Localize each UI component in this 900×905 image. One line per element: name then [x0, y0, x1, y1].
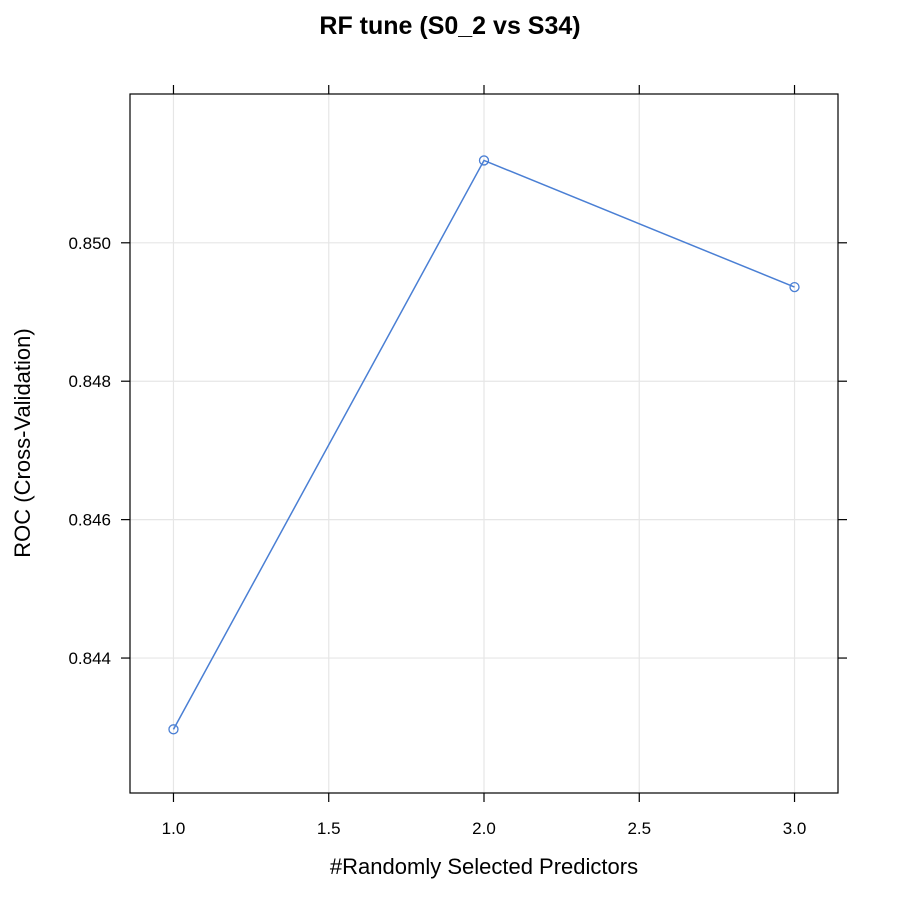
- y-tick-label: 0.848: [68, 372, 111, 391]
- x-tick-label: 1.5: [317, 819, 341, 838]
- y-tick-label: 0.846: [68, 511, 111, 530]
- series-layer: [168, 155, 800, 735]
- y-tick-label: 0.850: [68, 234, 111, 253]
- chart-title: RF tune (S0_2 vs S34): [319, 12, 580, 40]
- x-axis-label: #Randomly Selected Predictors: [330, 854, 638, 879]
- data-point: [168, 724, 179, 735]
- x-tick-labels: 1.0 1.5 2.0 2.5 3.0: [162, 819, 807, 838]
- grid-lines: [130, 94, 838, 793]
- x-tick-label: 2.0: [472, 819, 496, 838]
- y-tick-labels: 0.844 0.846 0.848 0.850: [68, 234, 111, 668]
- y-tick-label: 0.844: [68, 649, 111, 668]
- x-tick-label: 1.0: [162, 819, 186, 838]
- x-tick-label: 2.5: [627, 819, 651, 838]
- series-line: [172, 159, 795, 730]
- x-tick-label: 3.0: [783, 819, 807, 838]
- y-axis-label: ROC (Cross-Validation): [10, 328, 35, 557]
- axis-ticks: [121, 85, 847, 802]
- plot-frame: [129, 93, 839, 794]
- data-point: [478, 155, 490, 166]
- data-point: [789, 281, 800, 293]
